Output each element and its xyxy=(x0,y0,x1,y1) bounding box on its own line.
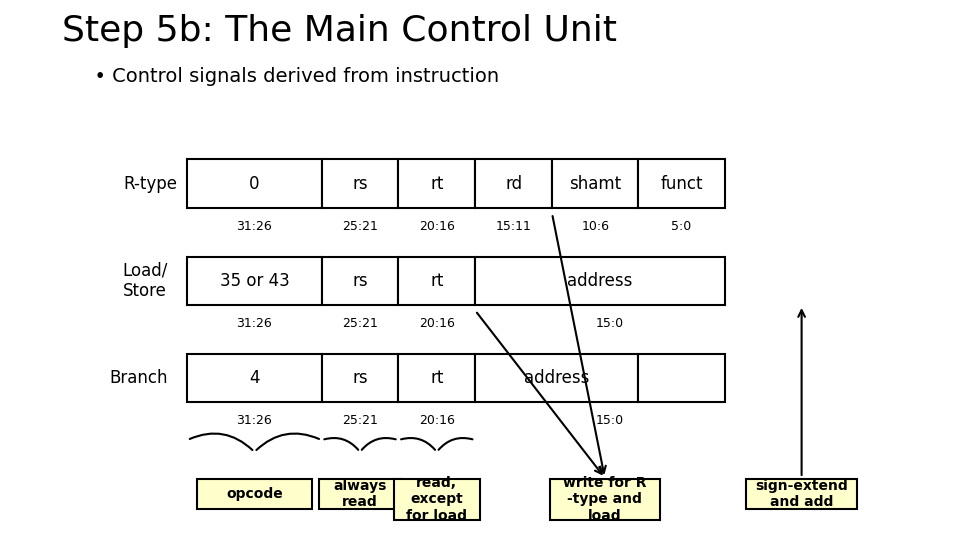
Text: 31:26: 31:26 xyxy=(236,414,273,427)
Bar xyxy=(475,159,552,208)
Text: Load/
Store: Load/ Store xyxy=(123,261,168,300)
Text: rd: rd xyxy=(505,174,522,193)
Text: 15:0: 15:0 xyxy=(595,317,624,330)
Bar xyxy=(398,256,475,305)
Text: • Control signals derived from instruction: • Control signals derived from instructi… xyxy=(82,68,499,86)
Text: rt: rt xyxy=(430,272,444,290)
Text: 20:16: 20:16 xyxy=(419,414,455,427)
Text: 25:21: 25:21 xyxy=(342,414,378,427)
Text: rs: rs xyxy=(352,369,368,387)
Bar xyxy=(322,354,398,402)
Text: 20:16: 20:16 xyxy=(419,220,455,233)
Text: 4: 4 xyxy=(250,369,259,387)
Bar xyxy=(322,159,398,208)
Text: 25:21: 25:21 xyxy=(342,220,378,233)
Text: 31:26: 31:26 xyxy=(236,220,273,233)
Text: 5:0: 5:0 xyxy=(671,220,692,233)
Bar xyxy=(552,159,638,208)
Bar xyxy=(187,256,322,305)
Text: 25:21: 25:21 xyxy=(342,317,378,330)
Text: opcode: opcode xyxy=(226,487,283,501)
Text: 20:16: 20:16 xyxy=(419,317,455,330)
Text: address: address xyxy=(524,369,589,387)
Bar xyxy=(475,354,638,402)
Text: rt: rt xyxy=(430,369,444,387)
Text: shamt: shamt xyxy=(569,174,621,193)
Text: rs: rs xyxy=(352,174,368,193)
Text: read,
except
for load: read, except for load xyxy=(406,476,468,523)
Text: R-type: R-type xyxy=(124,174,178,193)
Text: rt: rt xyxy=(430,174,444,193)
Text: Branch: Branch xyxy=(109,369,168,387)
Bar xyxy=(394,480,480,519)
Bar xyxy=(475,256,725,305)
Bar xyxy=(197,480,312,509)
Text: always
read: always read xyxy=(333,479,387,509)
Text: 10:6: 10:6 xyxy=(581,220,610,233)
Bar xyxy=(638,159,725,208)
Text: 0: 0 xyxy=(250,174,259,193)
Text: 31:26: 31:26 xyxy=(236,317,273,330)
Bar xyxy=(398,159,475,208)
Bar xyxy=(187,354,322,402)
Text: 35 or 43: 35 or 43 xyxy=(220,272,289,290)
Bar xyxy=(638,354,725,402)
Text: 15:11: 15:11 xyxy=(495,220,532,233)
Bar xyxy=(398,354,475,402)
Text: write for R
-type and
load: write for R -type and load xyxy=(564,476,646,523)
Text: 15:0: 15:0 xyxy=(595,414,624,427)
Text: Step 5b: The Main Control Unit: Step 5b: The Main Control Unit xyxy=(62,14,617,48)
Text: address: address xyxy=(567,272,633,290)
Bar xyxy=(322,256,398,305)
Bar xyxy=(319,480,401,509)
Bar xyxy=(549,480,660,519)
Text: sign-extend
and add: sign-extend and add xyxy=(756,479,848,509)
Text: funct: funct xyxy=(660,174,703,193)
Bar xyxy=(187,159,322,208)
Text: rs: rs xyxy=(352,272,368,290)
Bar xyxy=(747,480,856,509)
